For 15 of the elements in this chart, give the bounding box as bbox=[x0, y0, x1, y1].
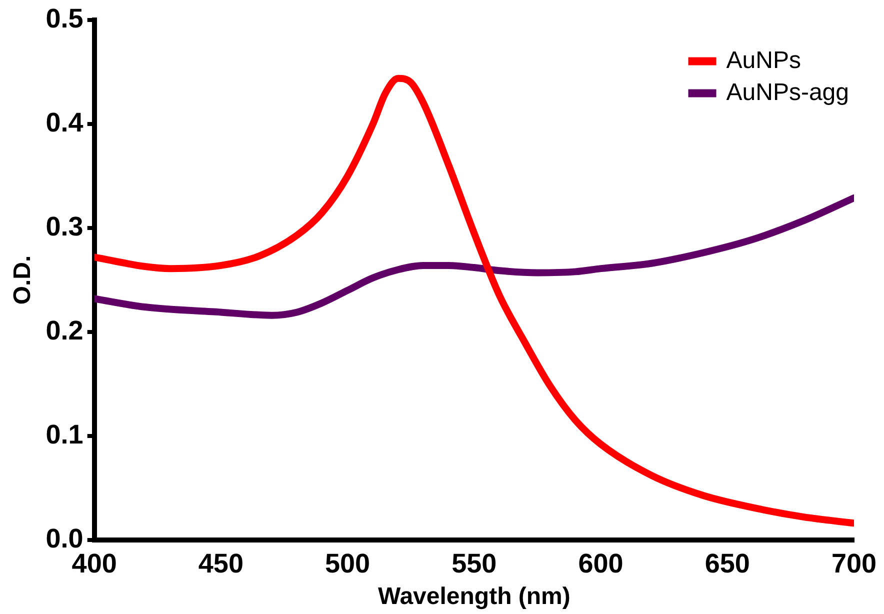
legend-label: AuNPs-agg bbox=[726, 78, 850, 106]
x-tick-label: 450 bbox=[198, 548, 244, 578]
y-tick-label: 0.4 bbox=[46, 108, 84, 138]
x-axis-title: Wavelength (nm) bbox=[378, 583, 570, 610]
x-tick-label: 550 bbox=[452, 548, 497, 578]
x-tick-label: 700 bbox=[831, 548, 877, 578]
y-tick-label: 0.2 bbox=[46, 315, 84, 346]
y-tick-label: 0.5 bbox=[46, 4, 84, 34]
legend-label: AuNPs bbox=[726, 46, 801, 74]
y-axis-title: O.D. bbox=[9, 255, 36, 305]
y-tick-label: 0.1 bbox=[46, 419, 84, 450]
x-tick-label: 650 bbox=[704, 548, 750, 578]
x-tick-label: 500 bbox=[325, 548, 370, 578]
x-tick-label: 600 bbox=[578, 548, 624, 578]
y-tick-label: 0.3 bbox=[46, 211, 84, 242]
